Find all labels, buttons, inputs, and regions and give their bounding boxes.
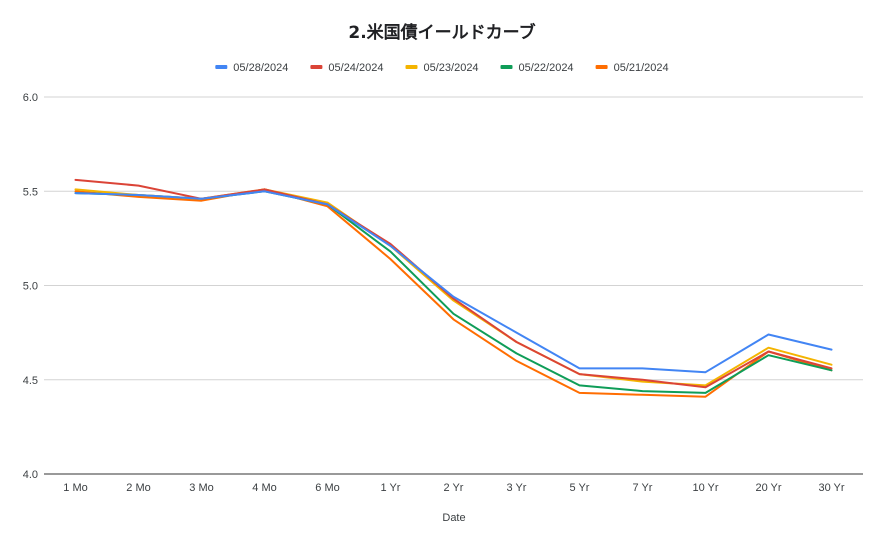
x-tick-label: 2 Yr [444, 482, 464, 494]
x-tick-label: 3 Mo [189, 482, 213, 494]
legend-swatch [215, 65, 228, 69]
y-tick-label: 5.5 [23, 186, 38, 198]
y-tick-label: 5.0 [23, 281, 38, 293]
series-line-05-28-2024 [74, 190, 833, 374]
chart-title: 2.米国債イールドカーブ [348, 22, 535, 43]
legend-swatch [310, 65, 323, 69]
x-axis-ticks: 1 Mo 2 Mo 3 Mo 4 Mo 6 Mo 1 Yr 2 Yr 3 Yr 5 Yr 7 Yr… [63, 482, 845, 494]
series-line-05-21-2024 [74, 188, 833, 398]
legend-item[interactable]: 05/24/2024 [310, 62, 383, 74]
legend-item[interactable]: 05/23/2024 [405, 62, 479, 74]
x-tick-label: 2 Mo [126, 482, 150, 494]
legend-label: 05/24/2024 [328, 62, 383, 74]
series-lines [74, 178, 833, 398]
legend-label: 05/22/2024 [519, 62, 574, 74]
x-tick-label: 20 Yr [755, 482, 781, 494]
y-tick-label: 4.5 [23, 375, 38, 387]
x-tick-label: 5 Yr [570, 482, 590, 494]
legend-swatch [405, 65, 418, 69]
x-tick-label: 1 Yr [381, 482, 401, 494]
x-tick-label: 3 Yr [507, 482, 527, 494]
legend-label: 05/28/2024 [233, 62, 288, 74]
x-tick-label: 10 Yr [692, 482, 718, 494]
y-axis-ticks: 4.0 4.5 5.0 5.5 6.0 [23, 92, 38, 481]
legend-item[interactable]: 05/21/2024 [595, 62, 669, 74]
legend-label: 05/23/2024 [424, 62, 479, 74]
x-tick-label: 4 Mo [252, 482, 276, 494]
legend-item[interactable]: 05/28/2024 [215, 62, 288, 74]
x-tick-label: 7 Yr [633, 482, 653, 494]
y-tick-label: 4.0 [23, 469, 38, 481]
series-line-05-24-2024 [74, 178, 833, 389]
x-tick-label: 6 Mo [315, 482, 339, 494]
series-line-05-22-2024 [74, 190, 833, 394]
series-line-05-23-2024 [74, 188, 833, 387]
x-axis-title: Date [442, 512, 465, 524]
x-tick-label: 30 Yr [818, 482, 844, 494]
y-tick-label: 6.0 [23, 92, 38, 104]
legend: 05/28/2024 05/24/2024 05/23/2024 05/22/2024… [215, 62, 669, 74]
legend-swatch [595, 65, 608, 69]
legend-swatch [500, 65, 513, 69]
legend-item[interactable]: 05/22/2024 [500, 62, 574, 74]
legend-label: 05/21/2024 [614, 62, 669, 74]
x-tick-label: 1 Mo [63, 482, 87, 494]
gridlines [44, 96, 863, 475]
